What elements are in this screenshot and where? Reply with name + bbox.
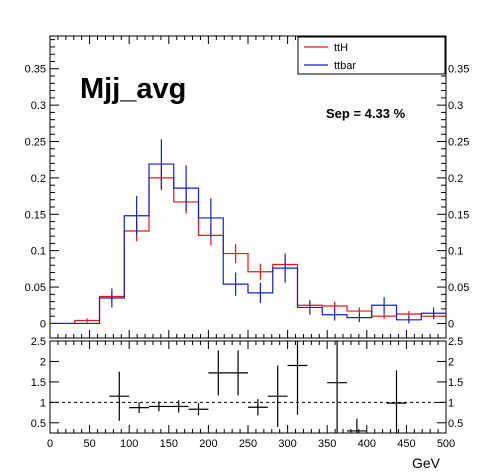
x-tick-label: 300 (278, 438, 296, 450)
x-tick-label: 200 (199, 438, 217, 450)
legend: ttH ttbar (297, 36, 446, 75)
ratio-y-tick-label-left: 2.5 (31, 336, 46, 348)
x-tick-label: 150 (160, 438, 178, 450)
ratio-y-tick-label-left: 1 (40, 397, 46, 409)
y-tick-label-left: 0.05 (25, 282, 46, 294)
x-tick-label: 400 (358, 438, 376, 450)
y-tick-label-right: 0.35 (448, 64, 469, 76)
ratio-y-tick-label-right: 1.5 (448, 377, 463, 389)
y-tick-label-left: 0.15 (25, 209, 46, 221)
y-tick-label-left: 0.2 (31, 173, 46, 185)
y-tick-label-right: 0.2 (448, 173, 463, 185)
y-tick-label-right: 0.05 (448, 282, 469, 294)
x-tick-label: 450 (397, 438, 415, 450)
legend-label-tth: ttH (334, 42, 348, 54)
series-line-ttbar (50, 163, 446, 325)
y-tick-label-left: 0.1 (31, 246, 46, 258)
y-tick-label-right: 0.1 (448, 246, 463, 258)
x-tick-label: 50 (83, 438, 95, 450)
series-line-tth (50, 177, 446, 325)
x-tick-label: 350 (318, 438, 336, 450)
ratio-y-tick-label-left: 2 (40, 356, 46, 368)
y-tick-label-right: 0.3 (448, 100, 463, 112)
x-tick-label: 500 (437, 438, 455, 450)
ratio-points-layer (50, 341, 446, 433)
y-tick-label-right: 0.15 (448, 209, 469, 221)
ratio-y-tick-label-right: 2 (448, 356, 454, 368)
separation-annotation: Sep = 4.33 % (326, 106, 406, 121)
y-tick-label-left: 0.3 (31, 100, 46, 112)
legend-label-ttbar: ttbar (334, 60, 356, 72)
x-tick-label: 250 (239, 438, 257, 450)
ratio-y-tick-label-right: 0.5 (448, 418, 463, 430)
x-tick-label: 0 (47, 438, 53, 450)
ratio-y-tick-label-right: 1 (448, 397, 454, 409)
y-tick-label-left: 0 (40, 318, 46, 330)
y-tick-label-right: 0.25 (448, 137, 469, 149)
chart-title: Mjj_avg (80, 73, 186, 105)
histogram-series-layer (50, 139, 446, 325)
x-axis-title: GeV (412, 455, 441, 471)
legend-box (297, 36, 446, 75)
ratio-y-tick-label-left: 0.5 (31, 418, 46, 430)
x-tick-label: 100 (120, 438, 138, 450)
y-tick-label-right: 0 (448, 318, 454, 330)
ratio-y-tick-label-right: 2.5 (448, 336, 463, 348)
y-tick-label-left: 0.25 (25, 137, 46, 149)
ratio-y-tick-label-left: 1.5 (31, 377, 46, 389)
y-tick-label-left: 0.35 (25, 64, 46, 76)
ratio-axis-ticks: 0.5 0.5 1 1 1.5 1.5 2 2 2.5 2.5 0 50 100 150 200 250 300… (31, 336, 464, 450)
ratio-plot-frame (49, 340, 447, 434)
